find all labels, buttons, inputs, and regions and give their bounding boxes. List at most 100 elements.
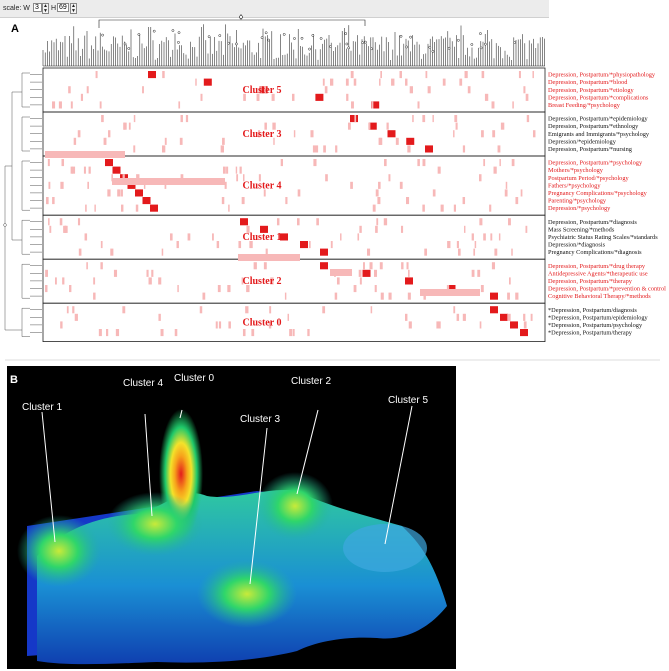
cell-faint (73, 137, 77, 145)
dendro-node (364, 40, 367, 44)
cell-faint (258, 130, 261, 138)
cell-strong (127, 181, 136, 189)
cell-faint (180, 174, 184, 182)
cell-faint (87, 181, 89, 189)
cell-faint (280, 159, 283, 167)
cell-faint (176, 241, 179, 249)
scale-width-input[interactable] (33, 3, 42, 12)
cell-faint (508, 277, 511, 285)
cell-faint (422, 204, 425, 212)
scale-height-input[interactable] (57, 3, 69, 12)
cell-faint (60, 321, 63, 329)
cell-faint (251, 329, 255, 337)
cell-faint (462, 313, 465, 321)
cell-faint (407, 292, 411, 300)
cell-faint-band (420, 289, 480, 296)
cell-faint (489, 204, 492, 212)
cell-faint (447, 241, 451, 249)
cell-strong (259, 86, 268, 94)
leader-cluster-2 (296, 409, 319, 495)
cell-faint (515, 197, 519, 205)
dendro-node (177, 41, 180, 44)
term-label: Depression/*epidemiology (548, 138, 617, 145)
cell-faint (47, 159, 50, 167)
term-label: Mothers/*psychology (548, 167, 604, 174)
dendro-node (457, 38, 460, 42)
cell-strong (105, 159, 113, 167)
term-label: Depression, Postpartum/*drug therapy (548, 263, 646, 270)
cell-strong (406, 137, 415, 145)
cell-faint (238, 241, 242, 249)
cell-faint (353, 285, 357, 293)
cell-faint (324, 86, 328, 94)
cell-faint (334, 292, 338, 300)
cluster-band-5 (42, 302, 546, 343)
scale-height-stepper[interactable]: ▲ ▼ (70, 3, 77, 14)
cell-faint (120, 189, 123, 197)
cell-faint (384, 159, 387, 167)
peak-cluster-3 (197, 560, 297, 628)
cell-faint (215, 321, 218, 329)
cell-strong (320, 262, 328, 270)
dendro-node (218, 34, 222, 37)
dendro-node (329, 45, 332, 48)
dendro-node (171, 29, 175, 32)
cell-strong (240, 218, 248, 226)
cell-faint (312, 145, 316, 153)
cell-faint (60, 181, 64, 189)
cell-faint (100, 241, 103, 249)
row-bracket-3 (21, 219, 30, 255)
cell-faint (483, 159, 486, 167)
cell-faint (436, 321, 439, 329)
scale-width-stepper[interactable]: ▲ ▼ (42, 3, 49, 14)
cell-faint (123, 122, 126, 130)
cell-faint (100, 262, 103, 270)
cell-faint (340, 233, 342, 241)
cell-faint (111, 174, 113, 182)
cell-faint (63, 225, 67, 233)
cell-faint (425, 71, 428, 79)
cell-faint (354, 115, 357, 123)
cell-faint (511, 248, 513, 256)
term-label: Depression, Postpartum/*prevention & con… (548, 286, 666, 293)
cell-faint (518, 71, 521, 79)
term-label: Depression, Postpartum/*psychology (548, 160, 643, 167)
term-label: Cognitive Behavioral Therapy/*methods (548, 293, 651, 300)
cell-faint (242, 174, 245, 182)
cell-faint (148, 277, 152, 285)
cell-faint (86, 262, 88, 270)
column-dendrogram (42, 14, 545, 67)
cell-faint (400, 225, 404, 233)
cell-faint (464, 71, 468, 79)
cell-faint (494, 248, 498, 256)
cell-faint (427, 86, 431, 94)
cell-faint (78, 248, 82, 256)
cell-faint (377, 197, 381, 205)
term-label: Psychiatric Status Rating Scales/*standa… (548, 234, 658, 241)
cell-faint (162, 71, 165, 79)
cell-faint (462, 197, 466, 205)
cell-faint (405, 78, 408, 86)
cell-faint (271, 93, 275, 101)
term-label: Mass Screening/*methods (548, 226, 615, 233)
cell-faint (351, 101, 354, 109)
cell-faint (293, 130, 296, 138)
cell-strong (387, 130, 396, 138)
cell-faint (264, 122, 267, 130)
cell-faint (335, 145, 338, 153)
term-label: Depression/*diagnosis (548, 242, 606, 249)
row-bracket-5 (21, 307, 30, 337)
cell-faint (357, 233, 360, 241)
cell-faint (66, 306, 69, 314)
cell-faint (417, 101, 420, 109)
dendro-node (431, 49, 435, 53)
peak-label-cluster-0: Cluster 0 (174, 373, 214, 384)
cell-faint (374, 285, 377, 293)
cell-faint (135, 204, 139, 212)
cell-faint (454, 115, 458, 123)
cell-faint (77, 218, 81, 226)
heatmap-cells (45, 71, 536, 337)
cell-faint (72, 166, 76, 174)
dendro-node (235, 42, 238, 46)
cell-strong (405, 277, 413, 285)
